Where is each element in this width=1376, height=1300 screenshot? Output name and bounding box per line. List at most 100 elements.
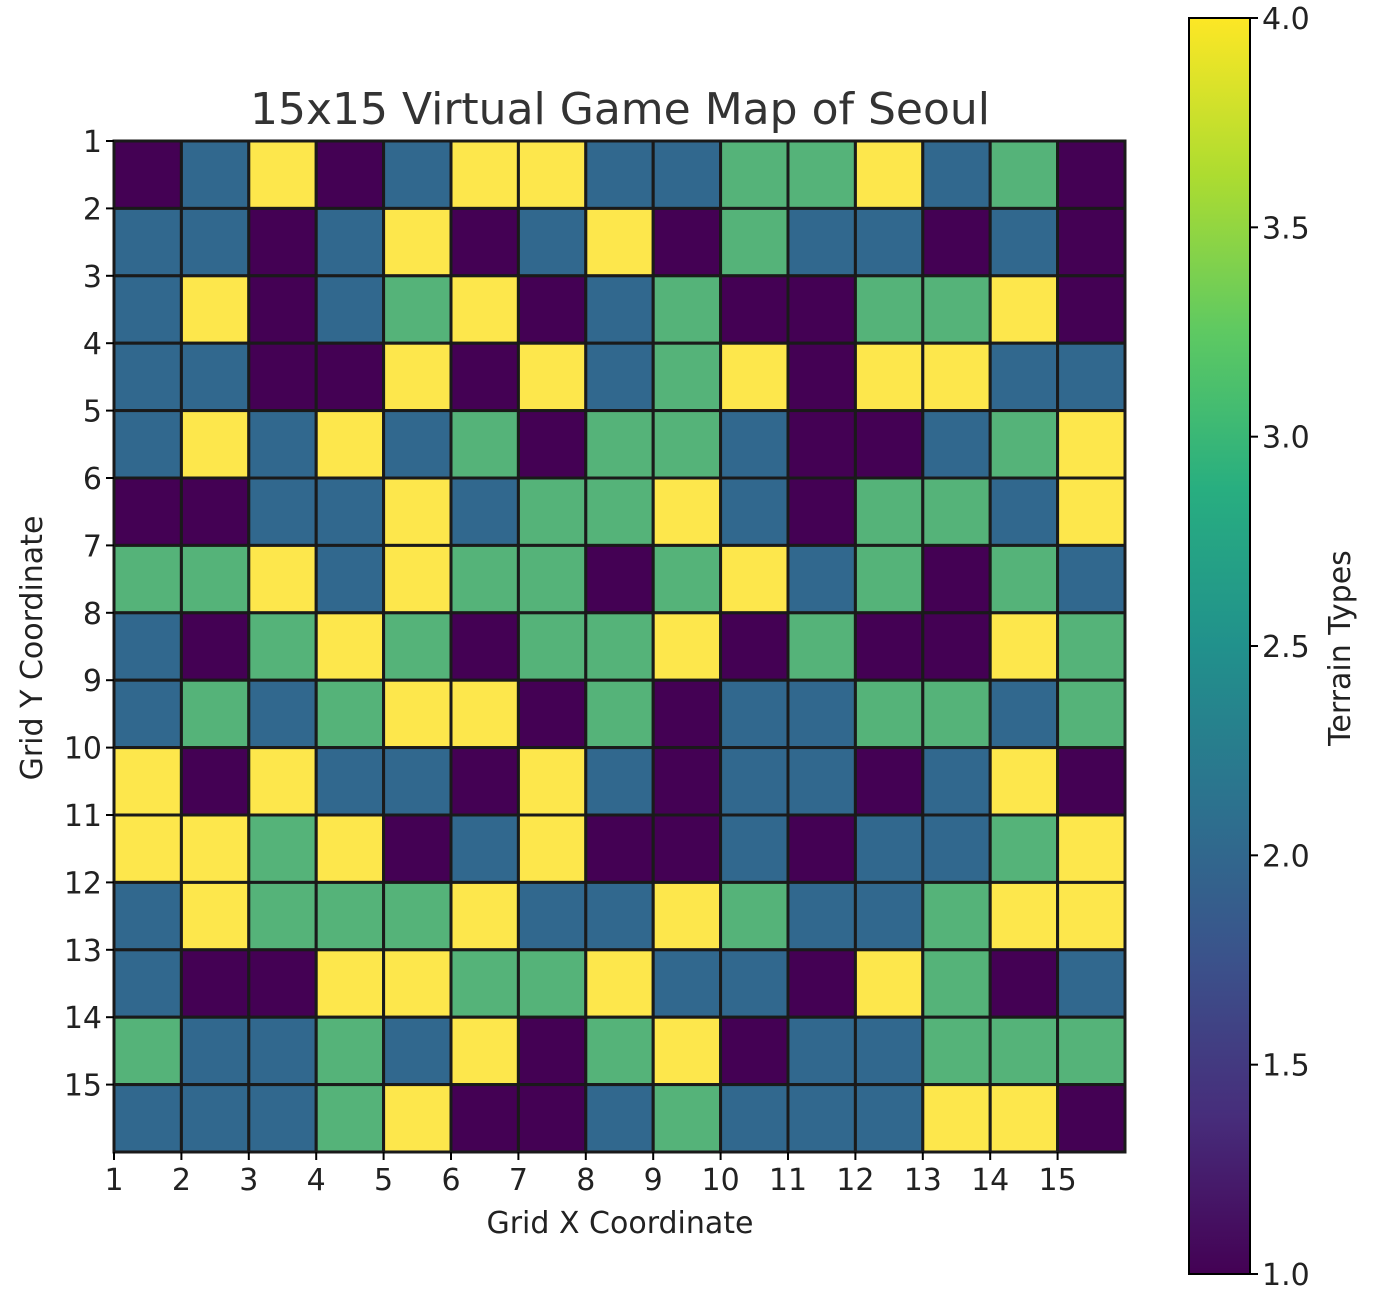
x-tick-label: 1: [104, 1163, 123, 1198]
heatmap-cell: [988, 813, 1060, 884]
heatmap-cell: [314, 948, 386, 1019]
heatmap-cell: [247, 1083, 318, 1154]
heatmap-cell: [853, 746, 925, 817]
heatmap-cell: [247, 813, 318, 884]
heatmap-cell: [786, 341, 857, 413]
heatmap-cell: [1056, 341, 1127, 413]
x-axis-ticks: 1 2 3 4 5 6 7 8 9 10 11 12 13 14 15: [104, 1152, 1077, 1198]
heatmap-cell: [449, 206, 520, 278]
heatmap-cell: [112, 611, 183, 682]
heatmap-cell: [247, 880, 318, 952]
heatmap-cell: [651, 206, 723, 278]
heatmap-cell: [988, 1083, 1060, 1154]
heatmap-cell: [314, 409, 386, 480]
heatmap-cell: [382, 409, 453, 480]
heatmap-cell: [988, 948, 1060, 1019]
heatmap-cell: [584, 206, 655, 278]
heatmap-cell: [921, 813, 992, 884]
heatmap-cell: [112, 746, 183, 817]
heatmap-cell: [584, 813, 655, 884]
heatmap-cell: [247, 611, 318, 682]
heatmap-cell: [1056, 139, 1127, 210]
x-tick-label: 9: [644, 1163, 663, 1198]
heatmap-cell: [584, 341, 655, 413]
heatmap-cell: [921, 543, 992, 615]
heatmap-cell: [786, 1083, 857, 1154]
heatmap-cell: [584, 948, 655, 1019]
heatmap-cell: [584, 139, 655, 210]
heatmap-cell: [853, 476, 925, 547]
x-tick-label: 12: [836, 1163, 874, 1198]
heatmap-cell: [247, 476, 318, 547]
heatmap-cell: [516, 678, 588, 750]
colorbar-tick-label: 2.0: [1262, 839, 1310, 874]
heatmap-cell: [584, 1015, 655, 1087]
heatmap-cell: [651, 746, 723, 817]
heatmap-cell: [921, 948, 992, 1019]
colorbar: [1188, 17, 1251, 1275]
heatmap-cell: [786, 678, 857, 750]
heatmap-cell: [719, 678, 790, 750]
heatmap-cell: [786, 948, 857, 1019]
y-tick-label: 6: [83, 462, 102, 497]
heatmap-cell: [786, 274, 857, 345]
heatmap-cell: [179, 341, 251, 413]
heatmap-cell: [719, 139, 790, 210]
heatmap-cell: [179, 1015, 251, 1087]
heatmap-cell: [584, 746, 655, 817]
heatmap-cell: [1056, 948, 1127, 1019]
heatmap-cell: [853, 678, 925, 750]
heatmap-cell: [921, 746, 992, 817]
heatmap-cell: [449, 341, 520, 413]
x-tick-label: 13: [904, 1163, 942, 1198]
colorbar-tick-label: 1.0: [1262, 1258, 1310, 1293]
heatmap-cell: [1056, 1015, 1127, 1087]
heatmap-cell: [112, 341, 183, 413]
heatmap-cell: [314, 746, 386, 817]
heatmap-cell: [112, 476, 183, 547]
heatmap-cell: [853, 813, 925, 884]
heatmap-cell: [382, 206, 453, 278]
heatmap-cell: [382, 274, 453, 345]
x-tick-label: 2: [172, 1163, 191, 1198]
heatmap-cell: [179, 948, 251, 1019]
y-tick-label: 11: [64, 799, 102, 834]
heatmap-cell: [853, 341, 925, 413]
heatmap-cell: [314, 341, 386, 413]
heatmap-cell: [314, 274, 386, 345]
heatmap-cell: [921, 1015, 992, 1087]
heatmap-cell: [382, 543, 453, 615]
heatmap-cell: [988, 139, 1060, 210]
heatmap-cell: [179, 139, 251, 210]
heatmap-cell: [179, 206, 251, 278]
heatmap-cell: [853, 543, 925, 615]
y-tick-label: 2: [83, 192, 102, 227]
heatmap-cell: [1056, 678, 1127, 750]
heatmap-cell: [921, 409, 992, 480]
heatmap-cell: [449, 476, 520, 547]
heatmap-cell: [382, 341, 453, 413]
heatmap-cell: [584, 409, 655, 480]
heatmap-cell: [584, 274, 655, 345]
heatmap-cell: [786, 813, 857, 884]
heatmap-cell: [314, 206, 386, 278]
heatmap-cell: [382, 746, 453, 817]
heatmap-cell: [719, 543, 790, 615]
heatmap-cell: [314, 880, 386, 952]
heatmap-cell: [247, 746, 318, 817]
heatmap-cell: [719, 274, 790, 345]
heatmap-cell: [719, 948, 790, 1019]
heatmap-cell: [719, 813, 790, 884]
heatmap-cell: [921, 1083, 992, 1154]
colorbar-tick-label: 2.5: [1262, 630, 1310, 665]
heatmap-cell: [651, 1083, 723, 1154]
heatmap-cell: [786, 880, 857, 952]
heatmap-cell: [179, 1083, 251, 1154]
heatmap-cell: [112, 678, 183, 750]
heatmap-cell: [921, 341, 992, 413]
heatmap-cell: [112, 948, 183, 1019]
heatmap-cell: [651, 476, 723, 547]
heatmap-cell: [921, 880, 992, 952]
